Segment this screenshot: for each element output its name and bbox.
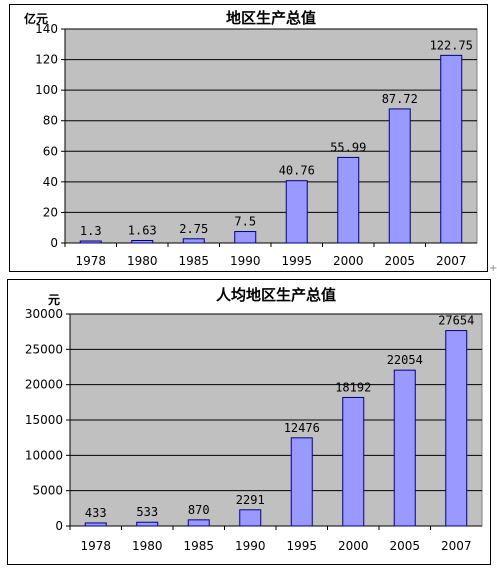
chart-panel-gdp: 地区生产总值 亿元 0 20 40 60 80 100 120 140 1.3 1978 1.63 198… [9, 4, 488, 272]
per-capita-chart-title: 人均地区生产总值 [216, 286, 336, 304]
gdp-bar-2005 [388, 108, 411, 244]
gdp-y-tick-label: 0 [50, 236, 58, 250]
per-capita-category-label: 2007 [441, 539, 472, 553]
gdp-value-label: 122.75 [430, 38, 473, 52]
gdp-bar-1980 [131, 240, 154, 244]
gdp-bar-1978 [79, 240, 102, 244]
per-capita-bar-1980 [136, 521, 159, 527]
gdp-category-label: 1985 [178, 254, 209, 268]
per-capita-bar-2000 [342, 396, 365, 527]
per-capita-y-tick-label: 5000 [32, 484, 63, 498]
gdp-bar-1985 [182, 238, 205, 244]
gdp-y-tick-label: 120 [35, 53, 58, 67]
gdp-value-label: 1.3 [80, 224, 102, 238]
per-capita-y-tick-label: 20000 [25, 378, 63, 392]
gdp-y-tick-label: 140 [35, 22, 58, 36]
per-capita-value-label: 27654 [438, 314, 474, 328]
gdp-value-label: 87.72 [382, 92, 418, 106]
per-capita-bar-2007 [445, 330, 468, 527]
per-capita-value-label: 18192 [335, 380, 371, 394]
gdp-plot-area [64, 28, 478, 244]
gdp-value-label: 7.5 [234, 215, 256, 229]
per-capita-y-tick-label: 25000 [25, 342, 63, 356]
per-capita-value-label: 433 [85, 506, 107, 520]
per-capita-bar-1985 [187, 519, 210, 527]
gdp-y-tick-label: 100 [35, 83, 58, 97]
per-capita-value-label: 533 [136, 505, 158, 519]
per-capita-bar-1978 [84, 522, 107, 527]
gdp-bar-2000 [337, 156, 360, 244]
per-capita-category-label: 1995 [286, 539, 317, 553]
per-capita-bar-1995 [290, 437, 313, 527]
per-capita-value-label: 2291 [236, 493, 265, 507]
gdp-value-label: 40.76 [279, 164, 315, 178]
gdp-category-label: 1978 [75, 254, 106, 268]
gdp-chart: 地区生产总值 亿元 0 20 40 60 80 100 120 140 1.3 1978 1.63 198… [24, 9, 478, 268]
gdp-category-label: 1995 [281, 254, 312, 268]
gdp-value-label: 55.99 [330, 140, 366, 154]
gdp-bar-1990 [234, 231, 257, 244]
per-capita-category-label: 2005 [389, 539, 420, 553]
per-capita-category-label: 1990 [235, 539, 266, 553]
gdp-category-label: 1980 [127, 254, 158, 268]
stray-mark: + [489, 263, 497, 274]
per-capita-bar-1990 [239, 509, 262, 527]
per-capita-category-label: 1980 [132, 539, 163, 553]
gdp-category-label: 2005 [384, 254, 415, 268]
chart-panel-gdp-per-capita: 人均地区生产总值 元 0 5000 10000 15000 20000 25000 30000 4… [7, 279, 491, 565]
gdp-category-label: 1990 [230, 254, 261, 268]
per-capita-category-label: 2000 [338, 539, 369, 553]
gdp-y-tick-label: 40 [43, 175, 58, 189]
gdp-chart-title: 地区生产总值 [226, 9, 316, 27]
per-capita-y-tick-label: 10000 [25, 448, 63, 462]
gdp-per-capita-chart: 人均地区生产总值 元 0 5000 10000 15000 20000 25000 30000 4… [25, 286, 483, 553]
per-capita-y-tick-label: 15000 [25, 413, 63, 427]
gdp-value-label: 2.75 [179, 222, 208, 236]
gdp-category-label: 2007 [436, 254, 467, 268]
per-capita-category-label: 1978 [80, 539, 111, 553]
gdp-y-tick-label: 80 [43, 114, 58, 128]
per-capita-value-label: 870 [188, 503, 210, 517]
gdp-y-tick-label: 20 [43, 205, 58, 219]
per-capita-unit-label: 元 [48, 293, 60, 307]
gdp-value-label: 1.63 [128, 224, 157, 238]
gdp-category-label: 2000 [333, 254, 364, 268]
per-capita-value-label: 22054 [387, 353, 423, 367]
per-capita-value-label: 12476 [284, 421, 320, 435]
gdp-bar-2007 [440, 54, 463, 244]
per-capita-y-tick-label: 30000 [25, 307, 63, 321]
gdp-bar-1995 [285, 180, 308, 244]
per-capita-bar-2005 [393, 369, 416, 527]
per-capita-category-label: 1985 [183, 539, 214, 553]
gdp-unit-label: 亿元 [24, 11, 48, 26]
per-capita-y-tick-label: 0 [55, 519, 63, 533]
gdp-y-tick-label: 60 [43, 144, 58, 158]
